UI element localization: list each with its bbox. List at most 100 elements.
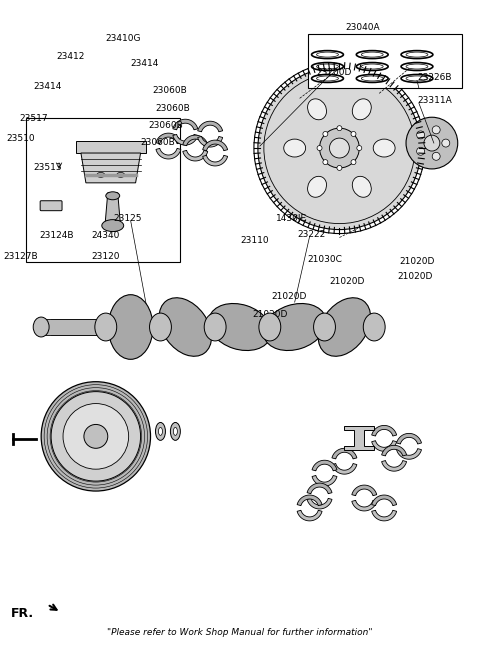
Polygon shape <box>105 193 120 227</box>
Polygon shape <box>173 135 198 145</box>
Circle shape <box>406 117 458 169</box>
Circle shape <box>442 139 450 147</box>
Circle shape <box>417 147 425 155</box>
Text: 24340: 24340 <box>91 231 119 240</box>
Ellipse shape <box>316 64 338 69</box>
Ellipse shape <box>117 172 125 177</box>
Polygon shape <box>198 121 223 132</box>
Ellipse shape <box>361 76 383 81</box>
Bar <box>26 118 180 262</box>
Text: 23414: 23414 <box>131 58 159 68</box>
Text: 23060B: 23060B <box>141 138 175 147</box>
Bar <box>308 34 462 89</box>
Text: 23414: 23414 <box>33 82 61 91</box>
Polygon shape <box>332 464 357 474</box>
Ellipse shape <box>308 99 326 120</box>
Text: 23222: 23222 <box>298 229 326 238</box>
Text: 23513: 23513 <box>33 163 62 172</box>
Circle shape <box>432 126 440 134</box>
Text: 23412: 23412 <box>56 51 84 60</box>
Polygon shape <box>81 153 141 183</box>
Circle shape <box>41 382 151 491</box>
Ellipse shape <box>158 428 162 436</box>
Text: 23200D: 23200D <box>316 68 352 78</box>
Ellipse shape <box>102 219 124 231</box>
Polygon shape <box>307 483 332 493</box>
Ellipse shape <box>316 52 338 57</box>
Circle shape <box>329 138 349 158</box>
Ellipse shape <box>373 139 395 157</box>
Polygon shape <box>312 461 337 471</box>
Circle shape <box>323 131 328 137</box>
Ellipse shape <box>95 313 117 341</box>
Polygon shape <box>382 445 407 456</box>
Polygon shape <box>297 510 322 521</box>
Ellipse shape <box>259 313 281 341</box>
Polygon shape <box>203 155 228 166</box>
Circle shape <box>51 392 141 481</box>
Circle shape <box>424 135 440 151</box>
Text: 21020D: 21020D <box>399 258 434 266</box>
Ellipse shape <box>159 298 212 356</box>
Ellipse shape <box>363 313 385 341</box>
Text: 23110: 23110 <box>240 235 269 244</box>
Polygon shape <box>173 119 198 130</box>
Ellipse shape <box>108 295 153 359</box>
Polygon shape <box>183 135 208 146</box>
Ellipse shape <box>361 52 383 57</box>
Text: FR.: FR. <box>12 607 35 620</box>
Polygon shape <box>51 319 379 335</box>
Polygon shape <box>156 148 181 159</box>
Polygon shape <box>352 485 377 495</box>
Polygon shape <box>382 461 407 471</box>
Text: "Please refer to Work Shop Manual for further information": "Please refer to Work Shop Manual for fu… <box>107 628 373 637</box>
Text: 23510: 23510 <box>6 134 35 143</box>
Polygon shape <box>372 426 396 436</box>
Polygon shape <box>372 441 396 451</box>
Text: 21020D: 21020D <box>272 292 307 301</box>
Circle shape <box>351 160 356 165</box>
Polygon shape <box>352 501 377 511</box>
Polygon shape <box>396 449 421 459</box>
Circle shape <box>417 131 425 139</box>
Text: 21020D: 21020D <box>252 310 288 319</box>
Text: 23060B: 23060B <box>153 86 187 95</box>
Text: 23060B: 23060B <box>156 104 190 113</box>
Circle shape <box>323 160 328 165</box>
Polygon shape <box>372 510 396 521</box>
Circle shape <box>351 131 356 137</box>
Ellipse shape <box>318 298 371 356</box>
Ellipse shape <box>208 304 272 351</box>
Circle shape <box>84 424 108 448</box>
Polygon shape <box>76 141 145 153</box>
Circle shape <box>357 146 362 150</box>
Text: 23124B: 23124B <box>39 231 73 240</box>
Ellipse shape <box>97 172 105 177</box>
Text: 23120: 23120 <box>91 252 120 261</box>
Text: 23060B: 23060B <box>148 121 183 130</box>
Polygon shape <box>344 426 374 450</box>
Ellipse shape <box>406 76 428 81</box>
Text: 23410G: 23410G <box>106 34 141 43</box>
Text: 1430JE: 1430JE <box>276 214 307 223</box>
Ellipse shape <box>263 304 326 351</box>
Ellipse shape <box>316 76 338 81</box>
Polygon shape <box>307 499 332 509</box>
Polygon shape <box>396 434 421 444</box>
Text: 23311A: 23311A <box>417 97 452 105</box>
Text: 23125: 23125 <box>114 214 142 223</box>
Ellipse shape <box>106 192 120 200</box>
Ellipse shape <box>204 313 226 341</box>
Text: 23517: 23517 <box>19 114 48 124</box>
Polygon shape <box>312 476 337 486</box>
Circle shape <box>63 403 129 469</box>
Text: 23226B: 23226B <box>417 74 452 82</box>
Ellipse shape <box>361 64 383 69</box>
Ellipse shape <box>33 317 49 337</box>
Text: 21030C: 21030C <box>308 256 343 264</box>
Polygon shape <box>297 495 322 506</box>
Ellipse shape <box>156 422 166 440</box>
Text: 21020D: 21020D <box>329 277 365 286</box>
Polygon shape <box>183 150 208 161</box>
Bar <box>41 319 106 335</box>
